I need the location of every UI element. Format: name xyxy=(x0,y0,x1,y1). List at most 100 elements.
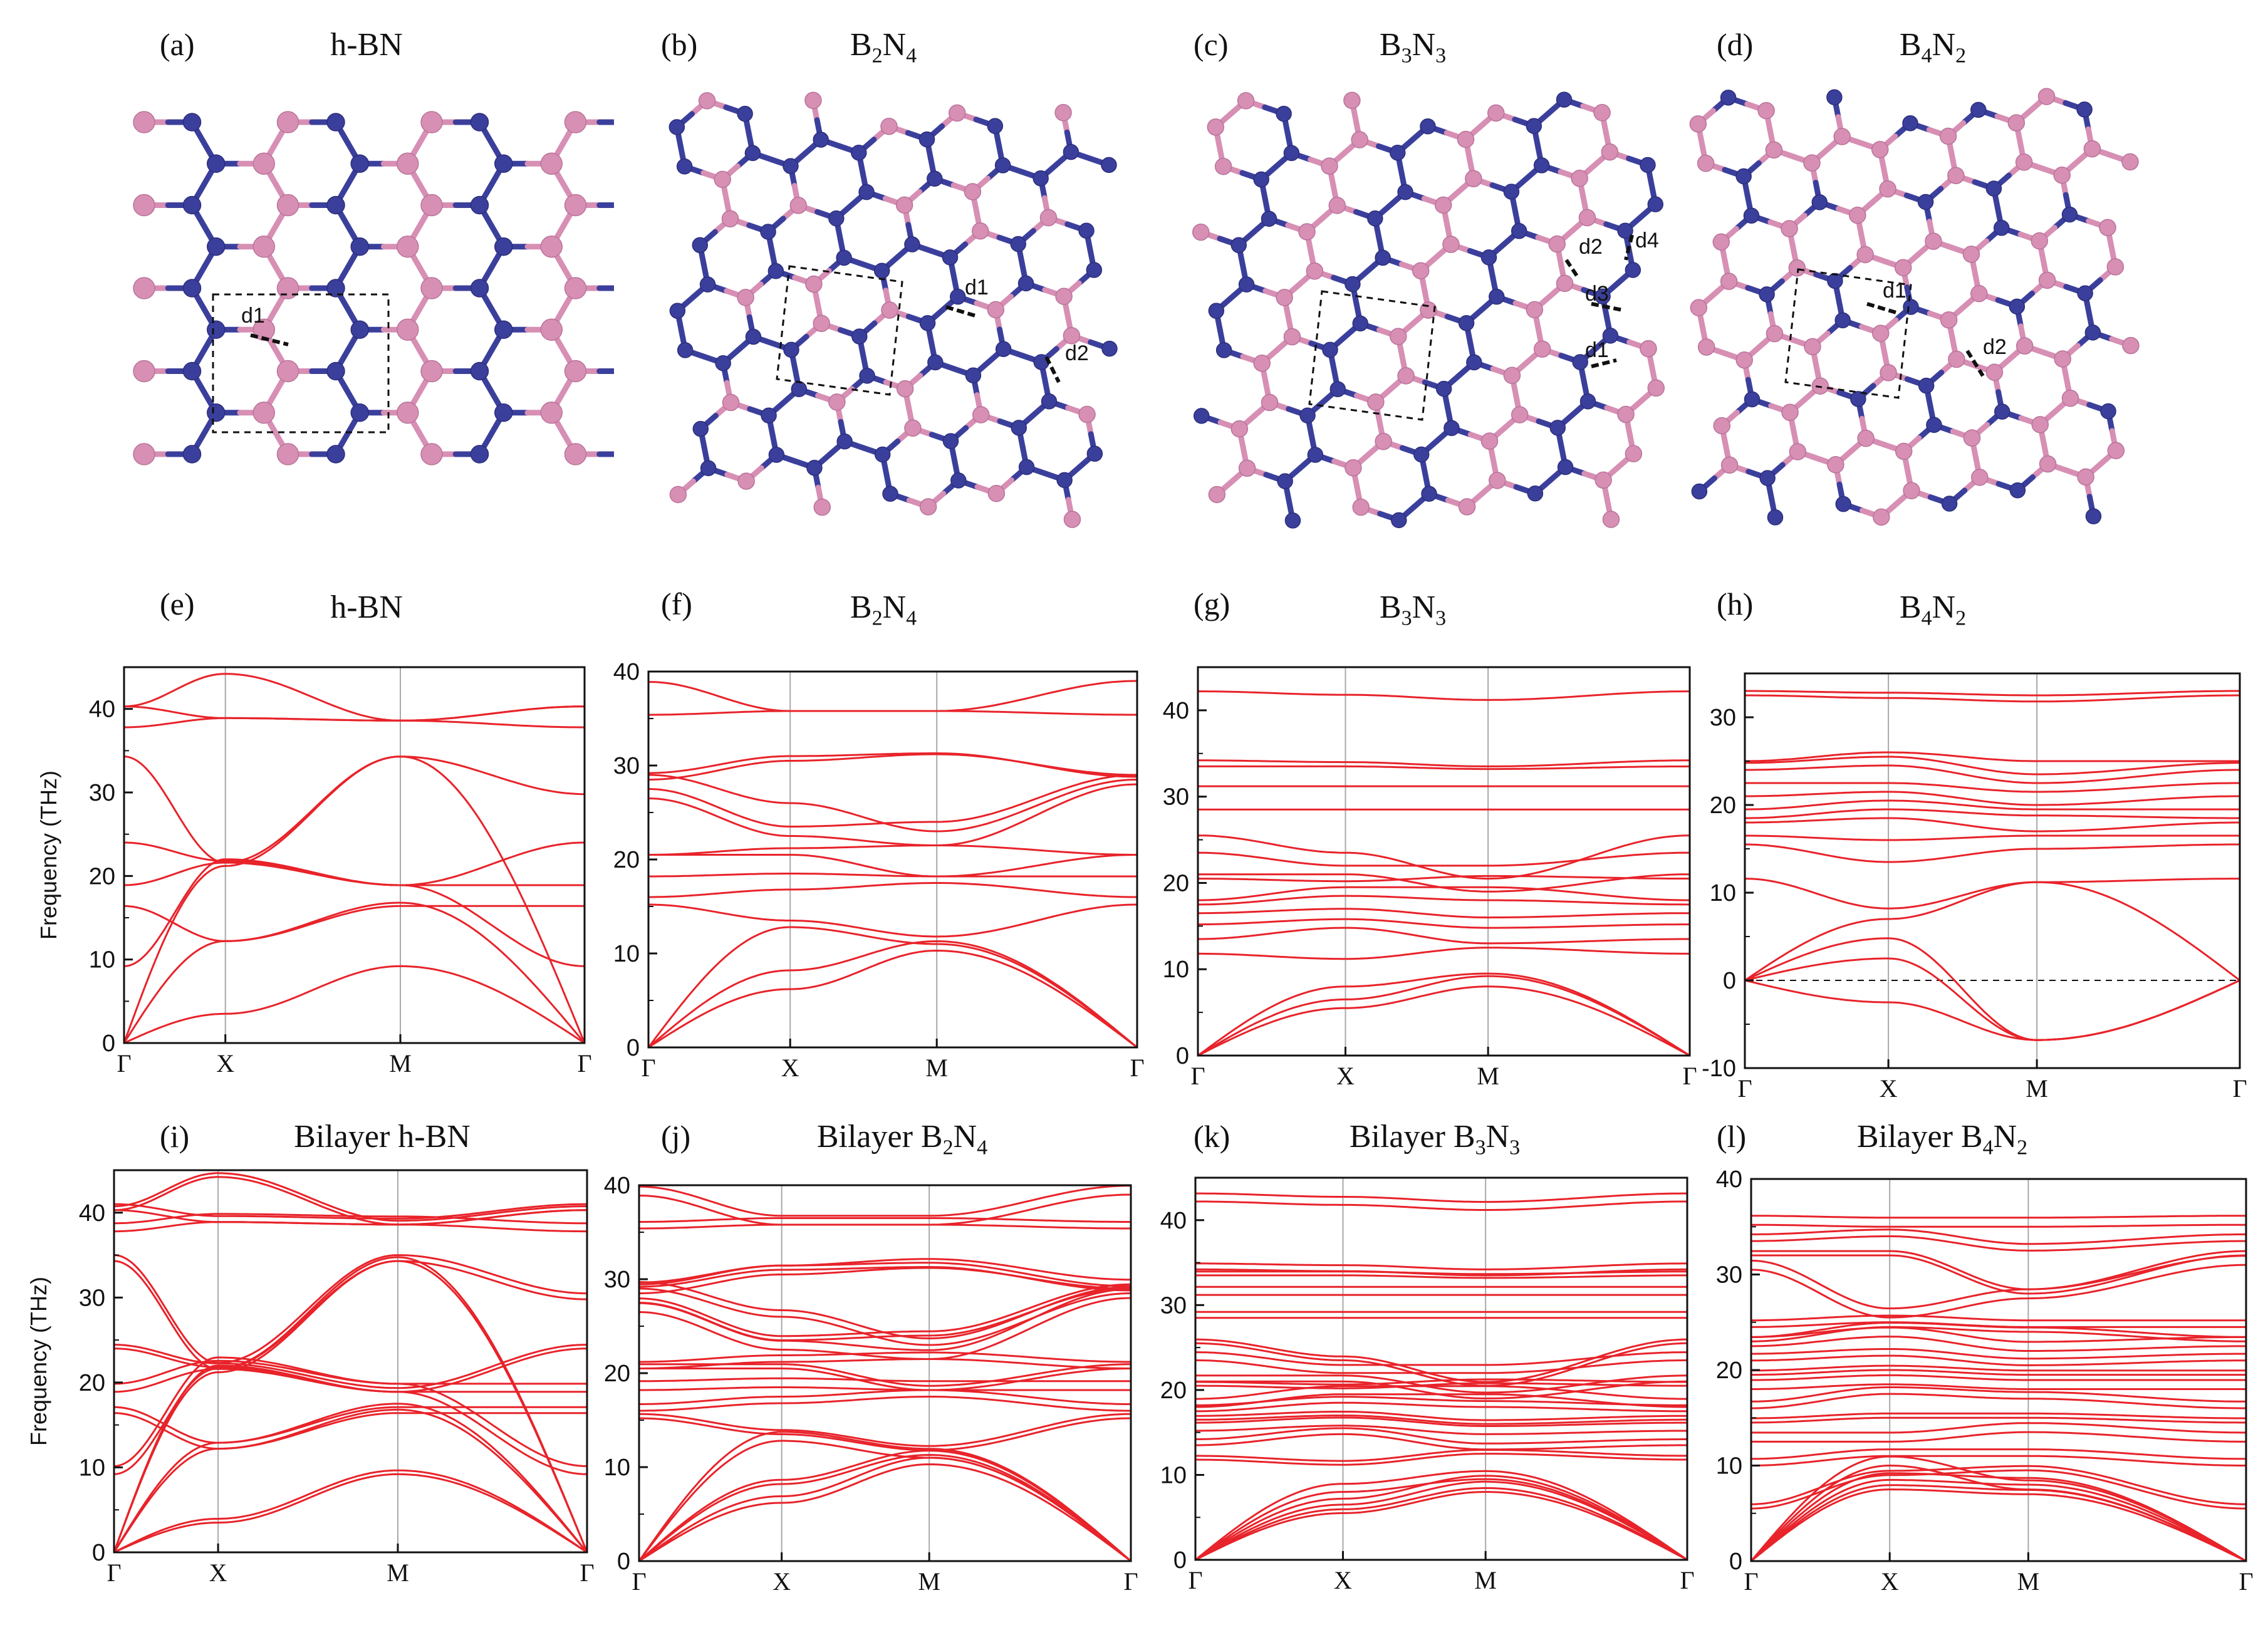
boron-atom xyxy=(420,111,443,133)
phonon-branch xyxy=(124,705,585,722)
phonon-branch xyxy=(639,1440,1131,1561)
nitrogen-atom xyxy=(1744,391,1761,408)
x-tick-label: Γ xyxy=(1744,1567,1758,1596)
nitrogen-atom xyxy=(676,158,693,175)
boron-atom xyxy=(540,318,563,341)
nitrogen-atom xyxy=(182,361,202,381)
boron-atom xyxy=(276,277,299,299)
boron-atom xyxy=(737,472,755,490)
phonon-branch xyxy=(1751,1455,2246,1561)
phonon-branch xyxy=(1198,975,1690,1056)
nitrogen-atom xyxy=(851,328,868,345)
phonon-branch xyxy=(1745,782,2240,793)
boron-atom xyxy=(1697,338,1715,356)
bond-label: d2 xyxy=(1579,235,1603,259)
bond-label: d4 xyxy=(1635,229,1659,252)
phonon-branch xyxy=(114,1209,587,1226)
phonon-branch xyxy=(1198,886,1690,901)
nitrogen-atom xyxy=(1526,118,1542,134)
boron-atom xyxy=(133,443,155,465)
nitrogen-atom xyxy=(1238,276,1255,293)
nitrogen-atom xyxy=(995,341,1012,357)
nitrogen-atom xyxy=(668,119,685,135)
x-tick-label: Γ xyxy=(641,1054,655,1082)
boron-atom xyxy=(698,92,716,110)
nitrogen-atom xyxy=(1594,288,1611,304)
boron-atom xyxy=(1925,232,1942,250)
bond-label: d1 xyxy=(1585,338,1609,362)
phonon-branch xyxy=(114,1359,587,1385)
boron-atom xyxy=(1962,246,1980,263)
phonon-branch xyxy=(114,1213,587,1225)
phonon-branch xyxy=(1195,1415,1687,1425)
nitrogen-atom xyxy=(1970,101,1987,118)
plot-title: Bilayer B4N2 xyxy=(1856,1119,2028,1160)
phonon-branch xyxy=(1751,1455,2246,1466)
y-tick-label: 0 xyxy=(1176,1043,1189,1069)
phonon-branch xyxy=(648,844,1137,856)
phonon-branch xyxy=(114,1256,587,1552)
boron-atom xyxy=(828,393,846,411)
nitrogen-atom xyxy=(470,445,489,464)
nitrogen-atom xyxy=(699,276,716,293)
nitrogen-atom xyxy=(987,118,1004,134)
nitrogen-atom xyxy=(2009,482,2026,499)
nitrogen-atom xyxy=(1276,105,1292,122)
boron-atom xyxy=(1039,209,1058,227)
nitrogen-atom xyxy=(326,279,345,298)
nitrogen-atom xyxy=(1421,485,1437,502)
boron-atom xyxy=(949,104,966,122)
x-tick-label: M xyxy=(387,1559,409,1587)
bond-label: d1 xyxy=(965,276,989,299)
plot-title: h-BN xyxy=(330,589,403,625)
phonon-branch xyxy=(1751,1364,2246,1372)
x-tick-label: Γ xyxy=(580,1559,594,1587)
phonon-branch xyxy=(639,1266,1131,1292)
boron-atom xyxy=(1237,92,1255,110)
plot-title: B2N4 xyxy=(850,589,917,630)
x-tick-label: M xyxy=(1477,1062,1499,1090)
x-tick-label: Γ xyxy=(1682,1062,1697,1090)
phonon-branch xyxy=(114,1408,587,1552)
phonon-branch xyxy=(1195,1411,1687,1421)
phonon-branch xyxy=(1198,972,1690,1056)
nitrogen-atom xyxy=(1533,157,1550,174)
nitrogen-atom xyxy=(1435,380,1452,397)
phonon-branch xyxy=(124,673,585,722)
x-tick-label: M xyxy=(2017,1567,2040,1596)
phonon-branch xyxy=(1745,690,2240,697)
y-tick-label: 0 xyxy=(92,1540,105,1566)
panel-label: (b) xyxy=(661,27,698,62)
phonon-branch xyxy=(1751,1393,2246,1409)
y-tick-label: 40 xyxy=(1163,698,1189,724)
boron-atom xyxy=(1078,405,1096,423)
x-tick-label: M xyxy=(925,1054,948,1082)
bond-marker xyxy=(1866,302,1899,315)
boron-atom xyxy=(1857,429,1875,447)
boron-atom xyxy=(1781,220,1798,237)
phonon-branch xyxy=(1751,1250,2246,1290)
phonon-branch xyxy=(1751,1465,2246,1505)
phonon-branch xyxy=(648,753,1137,781)
phonon-branch xyxy=(1195,1351,1687,1366)
plot-title: B3N3 xyxy=(1379,589,1447,630)
x-tick-label: Γ xyxy=(1130,1054,1144,1082)
y-tick-label: 40 xyxy=(1716,1166,1742,1193)
boron-atom xyxy=(540,402,563,424)
phonon-branch xyxy=(1195,1449,1687,1462)
nitrogen-atom xyxy=(942,433,959,449)
x-tick-label: Γ xyxy=(577,1049,591,1077)
boron-atom xyxy=(1712,233,1730,251)
bond-marker xyxy=(250,333,289,346)
boron-atom xyxy=(1412,262,1430,279)
phonon-branch xyxy=(648,903,1137,938)
x-tick-label: X xyxy=(781,1054,799,1082)
phonon-branch xyxy=(1198,765,1690,771)
boron-atom xyxy=(972,406,990,423)
phonon-branch xyxy=(1751,1326,2246,1342)
boron-atom xyxy=(714,170,731,189)
nitrogen-atom xyxy=(783,341,799,358)
phonon-branch xyxy=(1195,1425,1687,1435)
boron-atom xyxy=(1971,469,1989,486)
boron-atom xyxy=(1720,456,1739,474)
